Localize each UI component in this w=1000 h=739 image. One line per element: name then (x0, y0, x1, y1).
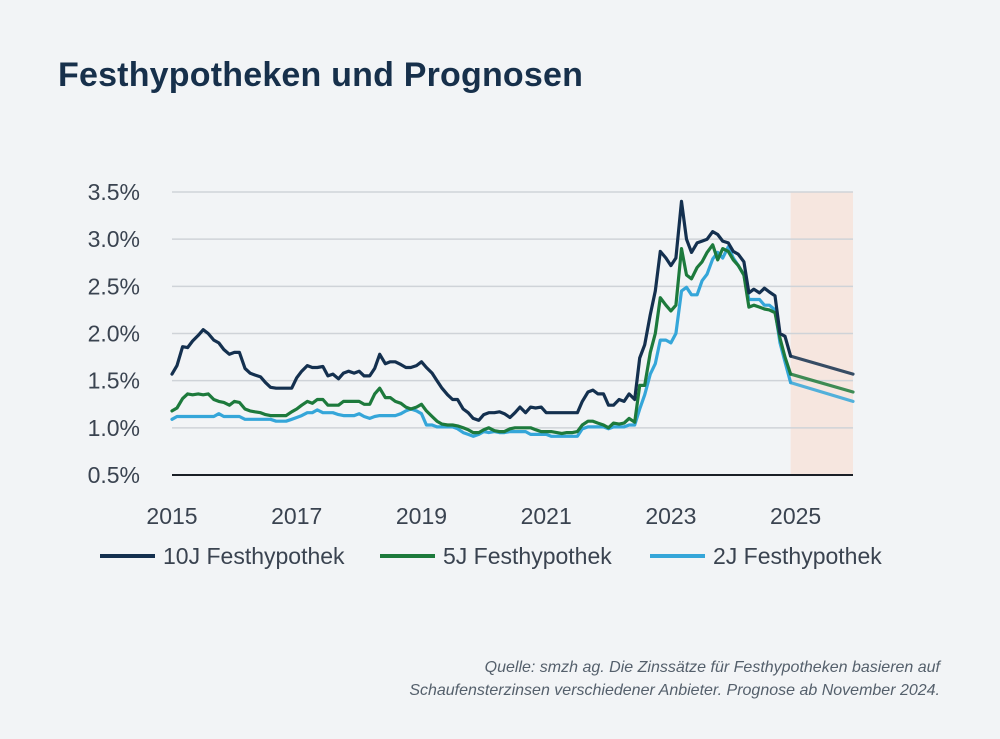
source-line-1: Quelle: smzh ag. Die Zinssätze für Festh… (484, 659, 940, 676)
source-note: Quelle: smzh ag. Die Zinssätze für Festh… (240, 656, 940, 702)
series-line-two-year (170, 245, 793, 438)
forecast-line-two-year (789, 381, 855, 403)
forecast-line-ten-year (789, 354, 855, 376)
y-tick-label: 2.0% (88, 321, 140, 347)
y-tick-label: 0.5% (88, 462, 140, 488)
x-tick-label: 2017 (271, 503, 322, 529)
x-tick-label: 2019 (396, 503, 447, 529)
y-tick-label: 3.0% (88, 226, 140, 252)
x-tick-label: 2023 (645, 503, 696, 529)
gridlines (172, 191, 853, 429)
x-tick-label: 2015 (146, 503, 197, 529)
legend-label: 2J Festhypothek (713, 543, 882, 569)
y-tick-label: 1.5% (88, 368, 140, 394)
source-line-2: Schaufensterzinsen verschiedener Anbiete… (409, 682, 940, 699)
axes: 0.5% 1.0% 1.5% 2.0% 2.5% 3.0% 3.5% 2015 2017 2019… (88, 179, 853, 529)
x-tick-label: 2025 (770, 503, 821, 529)
y-tick-label: 3.5% (88, 179, 140, 205)
forecast-line-five-year (789, 372, 855, 394)
series-lines (170, 199, 855, 438)
series-line-ten-year (170, 199, 793, 422)
legend-label: 10J Festhypothek (163, 543, 345, 569)
x-tick-label: 2021 (521, 503, 572, 529)
line-chart: 0.5% 1.0% 1.5% 2.0% 2.5% 3.0% 3.5% 2015 2017 2019… (88, 179, 883, 569)
y-tick-label: 1.0% (88, 415, 140, 441)
chart-title: Festhypotheken und Prognosen (58, 56, 584, 94)
series-line-five-year (170, 243, 793, 436)
y-tick-label: 2.5% (88, 273, 140, 299)
legend-label: 5J Festhypothek (443, 543, 612, 569)
legend: 10J Festhypothek 5J Festhypothek 2J Festhy… (100, 543, 882, 569)
